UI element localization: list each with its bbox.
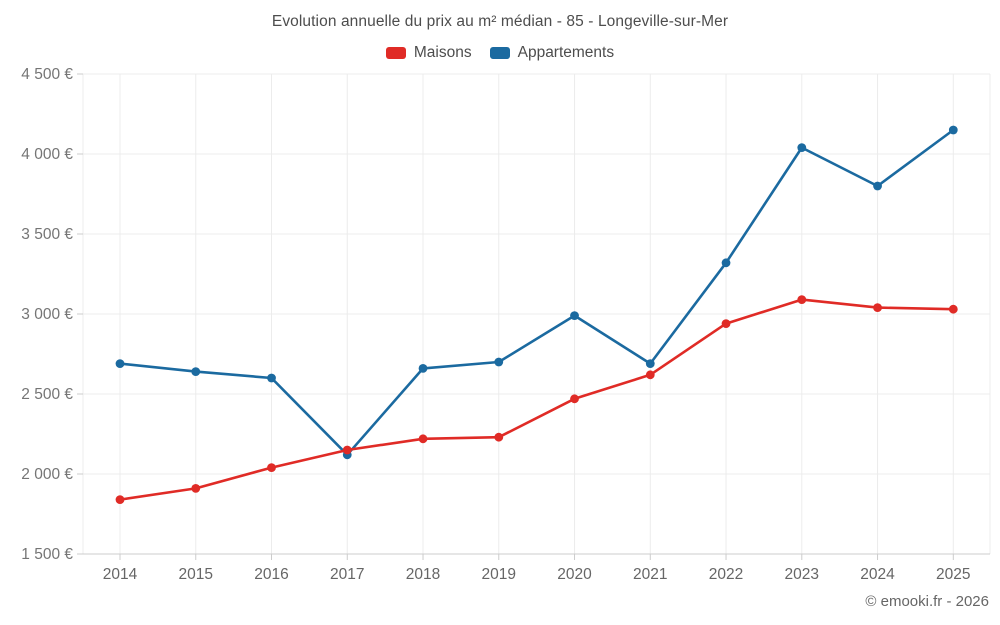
copyright-watermark: © emooki.fr - 2026 [865, 593, 989, 610]
series-line-maisons [118, 298, 955, 501]
data-point-appartements-2016[interactable] [267, 373, 276, 383]
legend-label: Maisons [413, 44, 472, 61]
data-point-maisons-2025[interactable] [948, 304, 958, 314]
data-point-appartements-2022[interactable] [721, 258, 731, 268]
x-tick-label: 2014 [103, 566, 138, 583]
data-point-appartements-2024[interactable] [873, 181, 882, 191]
series-line-appartements [118, 128, 955, 457]
data-point-appartements-2020[interactable] [570, 311, 579, 320]
data-point-maisons-2015[interactable] [191, 484, 201, 493]
x-tick-label: 2025 [936, 566, 970, 583]
data-point-appartements-2021[interactable] [645, 359, 655, 368]
data-point-appartements-2014[interactable] [115, 359, 125, 368]
legend-item-maisons[interactable]: Maisons [385, 44, 472, 62]
data-point-maisons-2014[interactable] [115, 495, 125, 504]
data-point-maisons-2019[interactable] [494, 432, 504, 442]
x-tick-label: 2021 [633, 566, 667, 583]
y-tick-label: 3 000 € [21, 306, 73, 323]
data-point-maisons-2016[interactable] [267, 463, 276, 472]
x-tick-label: 2020 [557, 566, 592, 583]
data-point-appartements-2019[interactable] [494, 357, 504, 367]
data-point-maisons-2018[interactable] [418, 434, 428, 444]
legend-item-appartements[interactable]: Appartements [489, 44, 615, 62]
chart-legend: Maisons Appartements [0, 44, 1000, 62]
x-tick-label: 2022 [709, 566, 743, 583]
x-tick-label: 2018 [406, 566, 440, 583]
data-point-maisons-2024[interactable] [873, 303, 882, 312]
y-tick-label: 4 500 € [21, 66, 73, 83]
x-tick-label: 2017 [330, 566, 364, 583]
legend-swatch-maisons [385, 47, 406, 59]
y-tick-label: 3 500 € [21, 226, 73, 243]
y-tick-label: 2 000 € [21, 466, 73, 483]
data-point-maisons-2022[interactable] [721, 319, 731, 328]
y-tick-label: 1 500 € [21, 546, 73, 563]
data-point-maisons-2023[interactable] [797, 295, 807, 304]
x-tick-label: 2024 [860, 566, 895, 583]
data-point-appartements-2025[interactable] [948, 125, 958, 135]
x-tick-label: 2016 [254, 566, 288, 583]
x-tick-label: 2019 [482, 566, 516, 583]
data-point-appartements-2018[interactable] [418, 364, 428, 373]
data-point-maisons-2021[interactable] [645, 370, 655, 380]
x-tick-label: 2023 [785, 566, 819, 583]
legend-swatch-appartements [489, 47, 510, 59]
data-point-maisons-2017[interactable] [342, 445, 352, 455]
x-tick-label: 2015 [179, 566, 213, 583]
y-tick-label: 2 500 € [21, 386, 73, 403]
chart-title: Evolution annuelle du prix au m² médian … [271, 13, 729, 30]
data-point-appartements-2023[interactable] [797, 143, 807, 153]
data-point-appartements-2015[interactable] [191, 367, 201, 376]
y-tick-label: 4 000 € [21, 146, 73, 163]
legend-label: Appartements [517, 44, 615, 61]
data-point-maisons-2020[interactable] [570, 394, 579, 404]
